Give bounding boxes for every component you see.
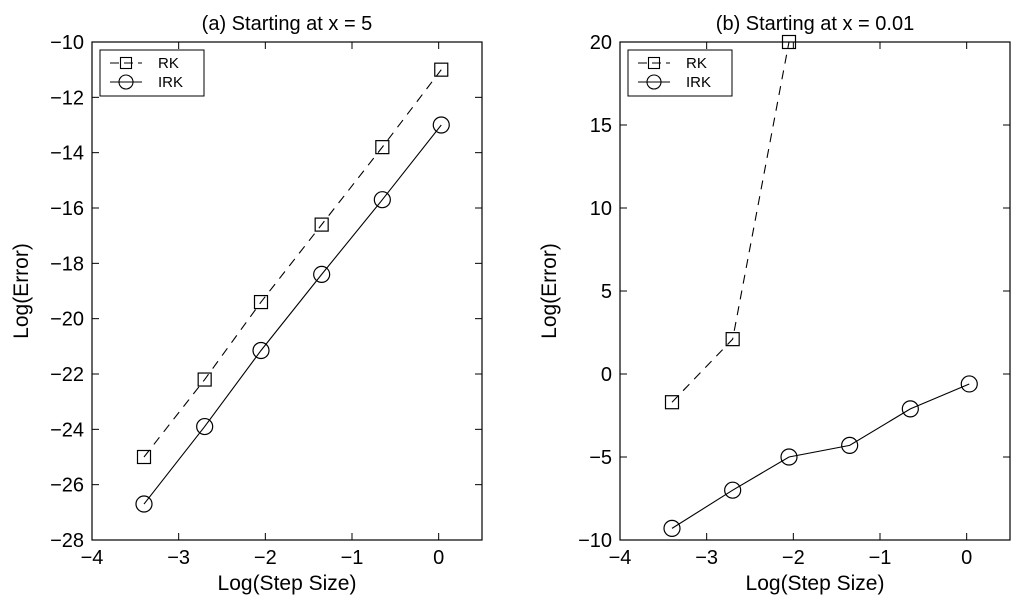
- data-point-circle: [135, 495, 153, 513]
- series-line: [143, 124, 442, 505]
- data-point-circle: [196, 417, 214, 436]
- y-tick-label: 15: [590, 115, 612, 137]
- data-point-square: [725, 332, 740, 347]
- x-tick-label: 0: [961, 547, 972, 569]
- data-point-square: [197, 372, 212, 387]
- y-tick-label: −12: [50, 87, 84, 109]
- series-irk: [663, 375, 978, 537]
- legend-box: [627, 49, 733, 97]
- legend-label: RK: [686, 55, 707, 72]
- y-tick-label: 10: [590, 198, 612, 220]
- legend: RK IRK: [627, 49, 733, 97]
- series-line: [671, 41, 790, 403]
- chart-title: (b) Starting at x = 0.01: [716, 13, 914, 35]
- data-point-circle: [252, 341, 270, 360]
- data-point-circle: [663, 519, 681, 537]
- data-point-square: [781, 34, 797, 50]
- y-tick-label: −10: [578, 530, 612, 552]
- chart-title: (a) Starting at x = 5: [202, 13, 373, 35]
- x-axis-label: Log(Step Size): [218, 572, 357, 595]
- series-line: [143, 69, 442, 458]
- y-tick-label: 20: [590, 32, 612, 54]
- x-axis-label: Log(Step Size): [746, 572, 885, 595]
- x-tick-label: −4: [609, 547, 632, 569]
- legend-box: [99, 49, 205, 97]
- y-tick-label: −26: [50, 475, 84, 497]
- y-tick-label: −5: [589, 447, 612, 469]
- legend-label: RK: [158, 55, 179, 72]
- y-tick-label: −14: [50, 143, 84, 165]
- series-rk: [136, 62, 449, 465]
- x-tick-label: −2: [782, 547, 805, 569]
- legend-marker-circle: [646, 74, 662, 90]
- y-tick-label: 5: [601, 281, 612, 303]
- x-tick-label: −3: [167, 547, 190, 569]
- data-point-circle: [780, 448, 798, 466]
- series-rk: [664, 34, 797, 410]
- data-point-square: [314, 217, 329, 232]
- data-point-circle: [960, 375, 978, 393]
- y-tick-label: −24: [50, 419, 84, 441]
- y-tick-label: −10: [50, 32, 84, 54]
- x-tick-label: 0: [433, 547, 444, 569]
- y-axis-label: Log(Error): [538, 243, 561, 339]
- x-tick-label: −2: [254, 547, 277, 569]
- legend-label: IRK: [686, 74, 711, 91]
- data-point-square: [375, 140, 390, 155]
- data-point-circle: [901, 400, 919, 418]
- legend-marker-square: [119, 56, 133, 70]
- chart-a: −4 −3 −2 −1 0−28−26−24−22−20−18−16−14−12−10(…: [10, 13, 483, 595]
- legend-marker-square: [647, 56, 661, 70]
- data-point-circle: [373, 191, 391, 209]
- y-tick-label: 0: [601, 364, 612, 386]
- legend-marker-circle: [118, 74, 134, 90]
- legend: RK IRK: [99, 49, 205, 97]
- data-point-square: [253, 294, 269, 310]
- y-tick-label: −28: [50, 530, 84, 552]
- plot-area-frame: [619, 41, 1011, 541]
- series-irk: [135, 116, 450, 513]
- x-tick-label: −4: [81, 547, 104, 569]
- x-tick-label: −1: [341, 547, 364, 569]
- y-tick-label: −18: [50, 253, 84, 275]
- data-point-square: [664, 395, 680, 410]
- legend-label: IRK: [158, 74, 183, 91]
- y-tick-label: −20: [50, 309, 84, 331]
- series-line: [671, 383, 970, 529]
- data-point-square: [136, 449, 152, 465]
- y-tick-label: −22: [50, 364, 84, 386]
- data-point-circle: [313, 265, 331, 283]
- data-point-square: [434, 62, 449, 77]
- data-point-circle: [841, 436, 859, 454]
- x-tick-label: −3: [695, 547, 718, 569]
- data-point-circle: [432, 116, 450, 134]
- plot-area-frame: [91, 41, 483, 541]
- data-point-circle: [724, 481, 742, 499]
- y-tick-label: −16: [50, 198, 84, 220]
- y-axis-label: Log(Error): [10, 243, 33, 339]
- x-tick-label: −1: [869, 547, 892, 569]
